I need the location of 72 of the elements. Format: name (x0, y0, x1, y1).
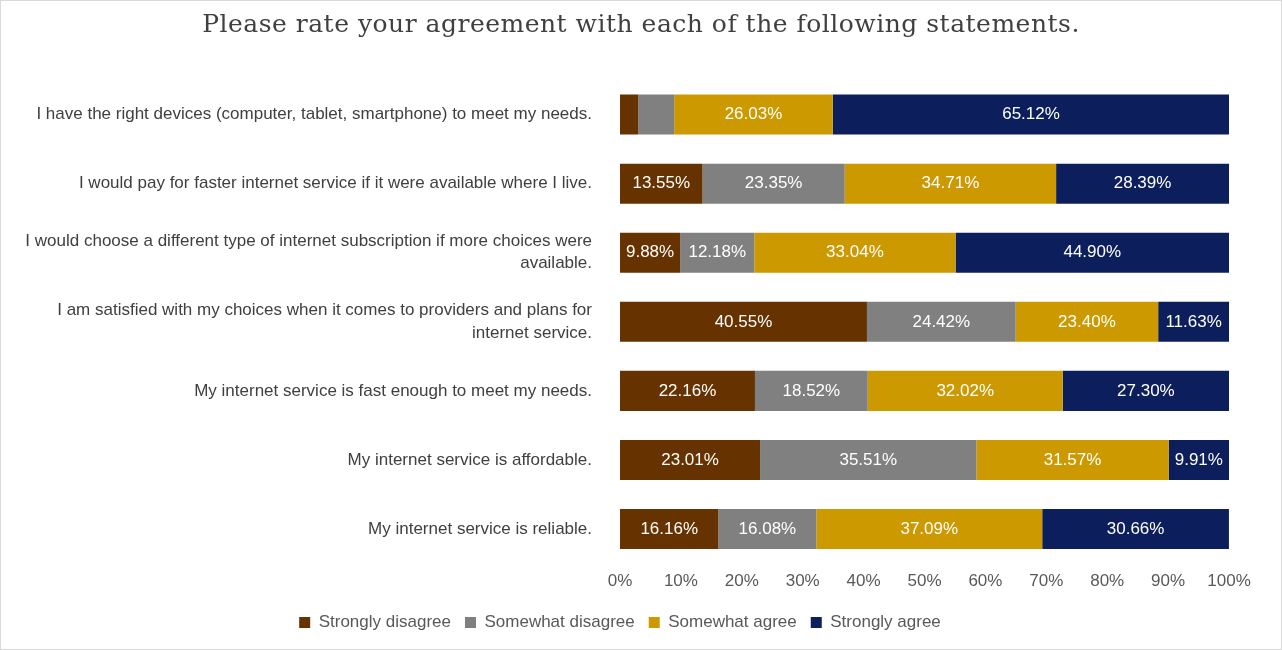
bar (702, 163, 845, 204)
bar (718, 509, 817, 550)
x-tick-label: 60% (968, 571, 1003, 591)
data-label: 26.03% (724, 104, 783, 124)
y-tick-label: My internet service is reliable. (368, 518, 592, 538)
data-label: 28.39% (1113, 173, 1172, 193)
bar (844, 163, 1057, 204)
data-label: 23.35% (744, 173, 803, 193)
data-label: 23.40% (1058, 311, 1116, 331)
bar (620, 509, 719, 550)
y-tick-label: I would choose a different type of internet subscription if more choices were available. (25, 231, 592, 273)
data-label: 31.57% (1043, 449, 1102, 469)
x-tick-label: 90% (1151, 571, 1186, 591)
legend-label: Somewhat disagree (484, 612, 635, 632)
data-label: 24.42% (912, 311, 971, 331)
bar (620, 301, 867, 342)
bar (832, 94, 1229, 135)
chart-title: Please rate your agreement with each of the following statements. (201, 9, 1081, 38)
legend-label: Somewhat agree (668, 612, 797, 632)
data-label: 18.52% (782, 380, 841, 400)
bar (1062, 370, 1229, 411)
y-tick-label: I would pay for faster internet service if it were available where I live. (78, 173, 592, 193)
data-label: 9.91% (1174, 449, 1223, 469)
data-label: 11.63% (1165, 311, 1222, 331)
bar (754, 232, 956, 273)
bar (760, 439, 977, 481)
legend-label: Strongly agree (830, 612, 941, 632)
data-label: 40.55% (714, 311, 773, 331)
bar (620, 439, 761, 481)
data-label: 22.16% (658, 380, 717, 400)
data-label: 44.90% (1063, 242, 1122, 262)
data-label: 16.08% (738, 518, 797, 538)
y-tick-label: My internet service is fast enough to meet my needs. (194, 380, 592, 400)
bar (1015, 301, 1159, 342)
y-tick-label: I have the right devices (computer, tablet, smartphone) to meet my needs. (36, 104, 592, 124)
legend-label: Strongly disagree (318, 612, 451, 632)
x-tick-label: 50% (907, 571, 942, 591)
bar (620, 94, 639, 135)
data-label: 27.30% (1117, 380, 1175, 400)
bar (754, 370, 868, 411)
y-tick-label: My internet service is affordable. (347, 449, 592, 469)
bar (674, 94, 833, 135)
data-label: 35.51% (839, 449, 898, 469)
bar (816, 509, 1043, 550)
data-label: 12.18% (688, 242, 747, 262)
x-tick-label: 10% (663, 571, 698, 591)
data-label: 16.16% (640, 518, 699, 538)
bar (1056, 163, 1229, 204)
bar (976, 439, 1169, 481)
bar (1042, 509, 1229, 550)
data-label: 33.04% (826, 242, 884, 262)
x-tick-label: 70% (1029, 571, 1064, 591)
x-tick-label: 40% (846, 571, 881, 591)
x-tick-label: 80% (1090, 571, 1125, 591)
x-tick-label: 0% (607, 571, 633, 591)
data-label: 65.12% (1002, 104, 1060, 124)
x-tick-label: 30% (785, 571, 820, 591)
data-label: 37.09% (900, 518, 959, 538)
data-label: 23.01% (661, 449, 719, 469)
data-label: 30.66% (1106, 518, 1165, 538)
y-tick-label: I am satisfied with my choices when it comes to providers and plans for internet service. (57, 300, 593, 342)
x-tick-label: 20% (724, 571, 759, 591)
x-tick-label: 100% (1207, 571, 1251, 591)
bar (866, 301, 1016, 342)
bar (867, 370, 1063, 411)
bar (638, 94, 675, 135)
bar (620, 370, 755, 411)
bar (955, 232, 1229, 273)
data-label: 32.02% (936, 380, 995, 400)
data-label: 34.71% (921, 173, 980, 193)
data-label: 9.88% (625, 242, 675, 262)
data-label: 13.55% (632, 173, 691, 193)
